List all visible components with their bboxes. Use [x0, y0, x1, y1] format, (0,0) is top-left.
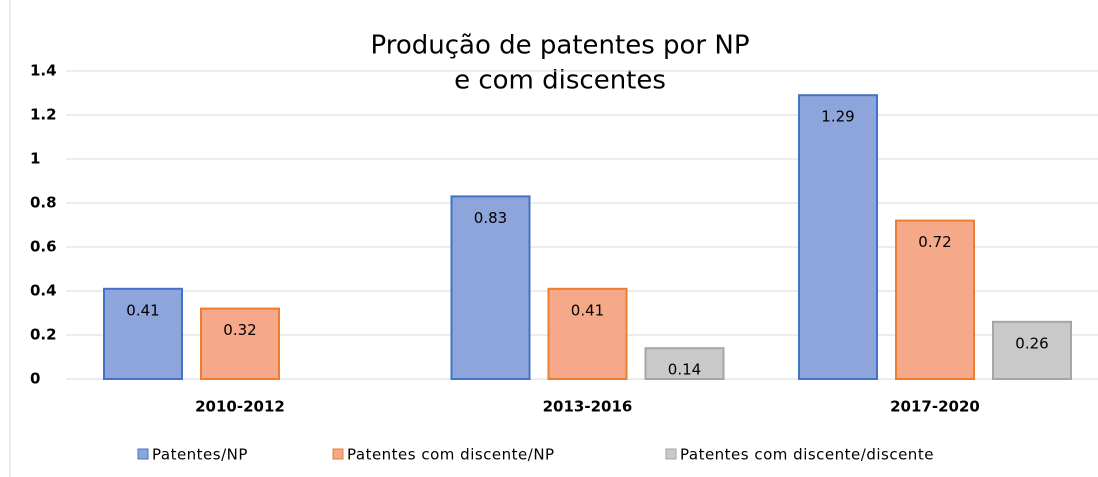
chart-title: e com discentes	[454, 66, 666, 96]
data-label: 0.83	[474, 209, 507, 227]
legend-swatch	[332, 448, 344, 460]
y-tick-label: 0.2	[30, 326, 57, 344]
bar	[103, 287, 183, 380]
y-tick-label: 0.6	[30, 238, 57, 256]
data-label: 0.41	[571, 301, 604, 319]
bar	[547, 287, 628, 380]
bar	[450, 195, 531, 380]
data-label: 0.41	[126, 301, 159, 319]
legend-label: Patentes/NP	[152, 446, 248, 464]
y-tick-label: 0.8	[30, 194, 57, 212]
data-label: 0.72	[918, 233, 951, 251]
chart-title: Produção de patentes por NP	[371, 31, 750, 61]
legend-label: Patentes com discente/discente	[680, 446, 934, 464]
y-tick-label: 1	[30, 150, 40, 168]
bar	[992, 320, 1072, 380]
bar	[200, 307, 280, 381]
y-tick-label: 1.4	[30, 62, 57, 80]
y-tick-label: 1.2	[30, 106, 57, 124]
x-tick-label: 2010-2012	[195, 398, 285, 416]
y-tick-label: 0	[30, 370, 40, 388]
legend-swatch	[137, 448, 149, 460]
data-label: 1.29	[821, 108, 854, 126]
data-label: 0.14	[668, 361, 701, 379]
data-label: 0.26	[1015, 334, 1048, 352]
bar	[895, 219, 975, 380]
data-label: 0.32	[223, 321, 256, 339]
y-tick-label: 0.4	[30, 282, 57, 300]
bar	[798, 94, 878, 380]
legend-label: Patentes com discente/NP	[347, 446, 555, 464]
x-tick-label: 2013-2016	[543, 398, 633, 416]
bar	[644, 347, 725, 381]
legend-swatch	[665, 448, 677, 460]
x-tick-label: 2017-2020	[890, 398, 980, 416]
